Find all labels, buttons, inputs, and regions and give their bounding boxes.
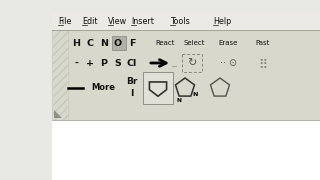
Text: F: F — [129, 39, 135, 48]
Text: Past: Past — [255, 40, 269, 46]
Text: Cl: Cl — [127, 58, 137, 68]
Bar — [0, 0, 320, 12]
Bar — [182, 54, 202, 72]
Bar — [52, 30, 68, 120]
Text: ⊙: ⊙ — [228, 58, 236, 68]
Text: More: More — [91, 84, 115, 93]
Text: P: P — [100, 58, 108, 68]
Text: ··: ·· — [220, 58, 226, 68]
Text: Erase: Erase — [218, 40, 237, 46]
Text: S: S — [115, 58, 121, 68]
Text: Select: Select — [183, 40, 204, 46]
Text: N: N — [177, 98, 181, 103]
Bar — [52, 30, 320, 120]
Text: Insert: Insert — [131, 17, 154, 26]
Text: +: + — [86, 58, 94, 68]
Text: I: I — [130, 89, 134, 98]
Bar — [52, 12, 320, 180]
Text: -: - — [74, 58, 78, 68]
Text: H: H — [72, 39, 80, 48]
Text: File: File — [58, 17, 71, 26]
Text: Tools: Tools — [170, 17, 190, 26]
Text: N: N — [192, 92, 198, 97]
Text: ⠿: ⠿ — [258, 58, 267, 71]
Bar — [112, 36, 126, 50]
Text: N: N — [100, 39, 108, 48]
Text: C: C — [86, 39, 93, 48]
Polygon shape — [54, 110, 62, 118]
Text: Help: Help — [213, 17, 231, 26]
Polygon shape — [208, 148, 215, 162]
Text: ↻: ↻ — [187, 58, 197, 68]
Bar — [0, 0, 52, 180]
Bar — [143, 72, 173, 104]
Bar — [52, 120, 320, 180]
Text: React: React — [155, 40, 174, 46]
Text: Edit: Edit — [82, 17, 98, 26]
Text: View: View — [108, 17, 127, 26]
Text: O: O — [114, 39, 122, 48]
Bar — [52, 12, 320, 30]
Text: Br: Br — [126, 78, 138, 87]
